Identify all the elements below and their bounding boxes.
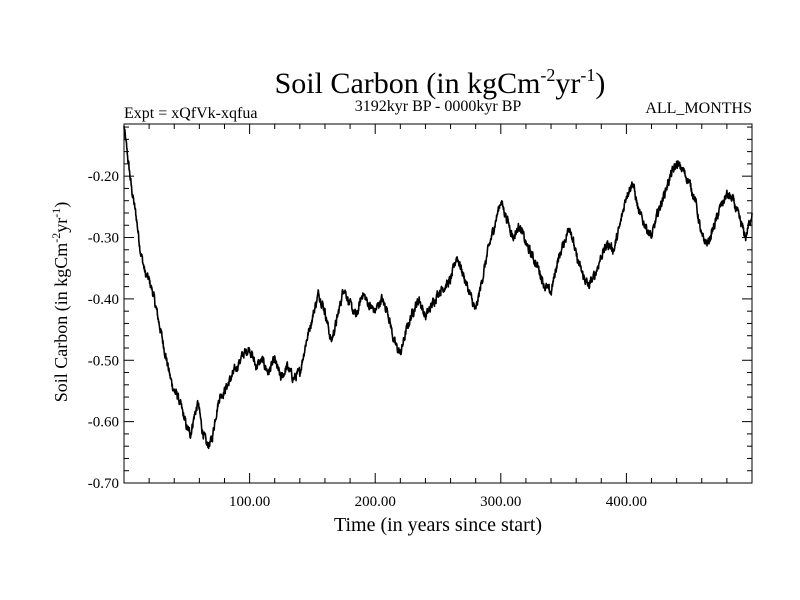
axis-ticks xyxy=(124,124,752,484)
x-tick-label: 400.00 xyxy=(606,494,647,510)
x-tick-label: 100.00 xyxy=(229,494,270,510)
chart-title-mid: yr xyxy=(555,67,580,100)
plot-frame xyxy=(123,123,753,484)
y-axis-label-mid: yr xyxy=(51,218,71,233)
x-tick-label: 200.00 xyxy=(355,494,396,510)
chart-title-close: ) xyxy=(595,67,605,100)
chart-title-sup2: -1 xyxy=(580,65,595,85)
y-tick-label: -0.50 xyxy=(88,353,119,369)
y-tick-label: -0.70 xyxy=(88,476,119,492)
chart-title-main: Soil Carbon (in kgCm xyxy=(275,67,541,100)
subtitle-experiment: Expt = xQfVk-xqfua xyxy=(124,105,257,122)
y-tick-label: -0.60 xyxy=(88,415,119,431)
tick-labels: 100.00 200.00 300.00 400.00 -0.70 -0.60 -0.50 -… xyxy=(88,169,647,510)
y-axis-label: Soil Carbon (in kgCm-2yr-1) xyxy=(49,202,72,403)
series-group xyxy=(123,125,753,450)
y-tick-label: -0.30 xyxy=(88,231,119,247)
x-tick-label: 300.00 xyxy=(480,494,521,510)
y-axis-label-sup2: -1 xyxy=(49,208,63,218)
x-axis-label: Time (in years since start) xyxy=(334,514,542,536)
subtitle-time-range: 3192kyr BP - 0000kyr BP xyxy=(355,98,522,115)
series-line-0 xyxy=(123,125,753,450)
y-axis-label-main: Soil Carbon (in kgCm xyxy=(51,243,72,403)
chart-title: Soil Carbon (in kgCm-2yr-1) xyxy=(275,65,606,100)
subtitle-months: ALL_MONTHS xyxy=(645,100,752,117)
y-axis-label-close: ) xyxy=(51,202,72,208)
y-tick-label: -0.40 xyxy=(88,292,119,308)
y-axis-label-sup1: -2 xyxy=(49,233,63,243)
y-tick-label: -0.20 xyxy=(88,169,119,185)
chart-title-sup1: -2 xyxy=(540,65,555,85)
